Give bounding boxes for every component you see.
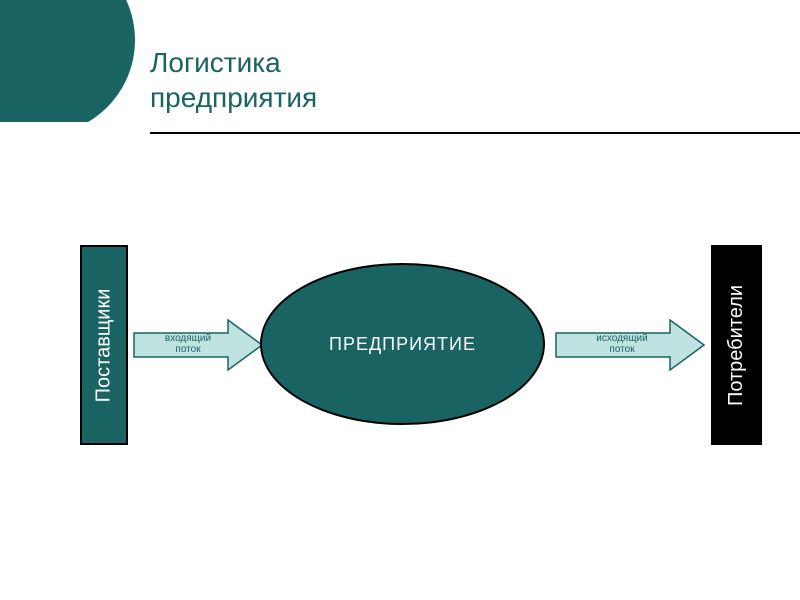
enterprise-label: ПРЕДПРИЯТИЕ: [329, 334, 476, 355]
title-line-1: Логистика: [150, 45, 317, 80]
enterprise-ellipse: ПРЕДПРИЯТИЕ: [260, 263, 545, 425]
arrow-shape: [134, 320, 262, 370]
page-title: Логистика предприятия: [150, 45, 317, 115]
arrow-shape: [556, 320, 704, 370]
suppliers-box: Поставщики: [80, 245, 128, 445]
title-underline-mask: [0, 122, 150, 142]
suppliers-label: Поставщики: [93, 288, 116, 402]
logistics-diagram: Поставщики входящий поток ПРЕДПРИЯТИЕ ис…: [0, 245, 800, 455]
outbound-arrow: исходящий поток: [555, 319, 705, 371]
corner-decoration: [0, 0, 135, 135]
consumers-box: Потребители: [711, 245, 762, 445]
consumers-label: Потребители: [725, 284, 748, 405]
title-line-2: предприятия: [150, 80, 317, 115]
inbound-arrow: входящий поток: [133, 319, 263, 371]
